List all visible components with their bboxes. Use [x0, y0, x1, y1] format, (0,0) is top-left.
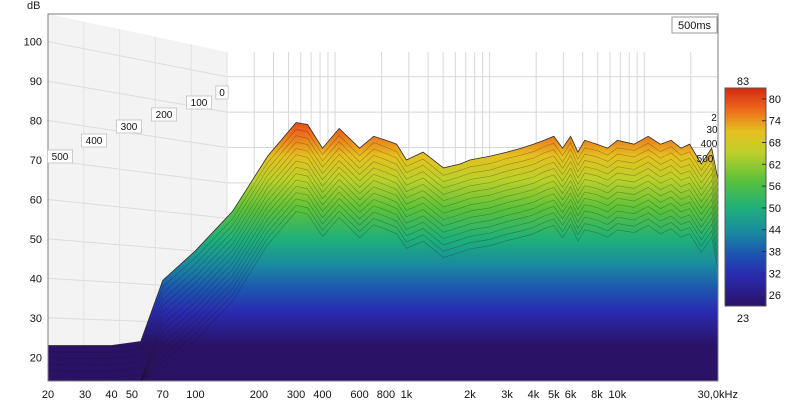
x-tick-label: 30: [79, 389, 91, 401]
depth-tick-box: [150, 107, 177, 122]
depth-tick-label-right: 2: [711, 113, 717, 124]
surface-decay-slice: [48, 185, 718, 381]
x-tick-label: 70: [157, 389, 169, 401]
depth-tick-box: [47, 149, 74, 164]
x-tick-label: 2k: [464, 389, 476, 401]
side-grid-line: [47, 41, 228, 78]
depth-tick-label: 400: [86, 136, 103, 147]
time-badge-label: 500ms: [678, 20, 712, 32]
x-tick-label: 6k: [565, 389, 577, 401]
surface-decay-slice: [48, 173, 718, 381]
color-scale-tick-label: 68: [769, 138, 781, 150]
color-scale-tick-label: 62: [769, 159, 781, 171]
depth-tick-label: 100: [191, 98, 208, 109]
x-tick-label: 4k: [528, 389, 540, 401]
color-scale-tick-label: 26: [769, 290, 781, 302]
depth-tick-box: [185, 95, 212, 110]
color-scale-tick-label: 50: [769, 203, 781, 215]
surface-decay-slice: [48, 148, 718, 372]
y-tick-label: 30: [30, 313, 42, 325]
surface-decay-slice: [48, 166, 718, 381]
x-tick-label: 3k: [501, 389, 513, 401]
depth-tick-label: 300: [121, 122, 138, 133]
surface-decay-slice: [48, 154, 718, 379]
depth-tick-label: 0: [219, 88, 225, 99]
color-scale-tick-label: 38: [769, 247, 781, 259]
waterfall-surface: [48, 122, 718, 381]
side-grid-line: [47, 120, 228, 149]
depth-tick-label-right: 30: [706, 125, 718, 136]
x-tick-label: 200: [250, 389, 268, 401]
depth-tick-box: [116, 119, 143, 134]
side-grid-line: [47, 159, 228, 184]
y-axis-unit: dB: [27, 0, 40, 12]
x-tick-label: 1k: [401, 389, 413, 401]
surface-decay-slice: [48, 211, 718, 381]
x-tick-label: 30,0kHz: [698, 389, 738, 401]
side-grid-line: [47, 198, 228, 219]
color-scale-max: 83: [737, 76, 749, 88]
color-scale: 83 23 80 74 68 62 56 50 44 38 32 26: [724, 76, 781, 325]
x-tick-label: 10k: [608, 389, 626, 401]
color-scale-tick-label: 74: [769, 116, 781, 128]
surface-decay-slice: [48, 160, 718, 381]
y-tick-label: 100: [24, 37, 42, 49]
color-scale-bar: [724, 87, 767, 307]
x-tick-label: 600: [350, 389, 368, 401]
y-tick-label: 80: [30, 116, 42, 128]
x-tick-label: 20: [42, 389, 54, 401]
surface-front-slice: [48, 122, 718, 381]
y-tick-label: 40: [30, 273, 42, 285]
y-tick-label: 50: [30, 234, 42, 246]
depth-tick-box: [215, 85, 229, 100]
y-tick-label: 90: [30, 76, 42, 88]
surface-decay-slice: [48, 204, 718, 381]
x-tick-label: 40: [105, 389, 117, 401]
y-tick-label: 70: [30, 155, 42, 167]
surface-decay-slice: [48, 135, 718, 360]
color-scale-tick-label: 32: [769, 268, 781, 280]
surface-decay-slice: [48, 179, 718, 381]
surface-decay-slice: [48, 192, 718, 381]
y-tick-label: 60: [30, 194, 42, 206]
x-tick-label: 8k: [591, 389, 603, 401]
color-scale-tick-label: 56: [769, 181, 781, 193]
color-scale-tick-label: 44: [769, 225, 781, 237]
y-tick-label: 20: [30, 352, 42, 364]
time-badge: 500ms: [671, 16, 718, 34]
color-scale-tick-label: 80: [769, 94, 781, 106]
x-tick-label: 50: [126, 389, 138, 401]
depth-tick-label: 500: [52, 152, 69, 163]
depth-tick-box: [81, 133, 108, 148]
x-tick-label: 400: [313, 389, 331, 401]
surface-decay-slice: [48, 198, 718, 381]
x-tick-label: 300: [287, 389, 305, 401]
depth-tick-label-right: 400: [701, 139, 718, 150]
plot-frame: [47, 13, 719, 382]
surface-decay-slice: [48, 141, 718, 366]
color-scale-min: 23: [737, 313, 749, 325]
x-tick-label: 100: [186, 389, 204, 401]
x-tick-label: 5k: [548, 389, 560, 401]
x-tick-label: 800: [377, 389, 395, 401]
depth-tick-label: 200: [156, 110, 173, 121]
depth-tick-label-right: 500: [697, 154, 714, 165]
surface-decay-slice: [48, 129, 718, 353]
